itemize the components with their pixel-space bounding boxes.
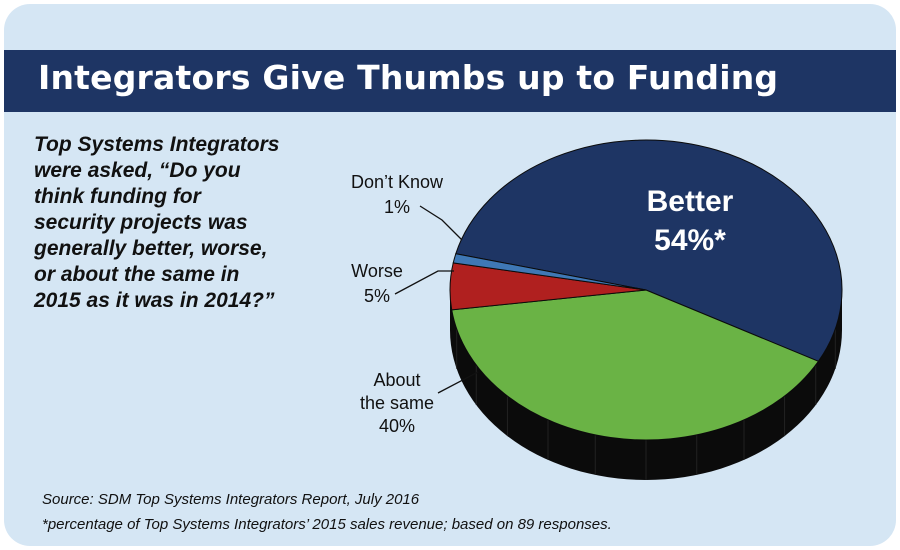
source-note: Source: SDM Top Systems Integrators Repo… [42,491,420,508]
about-same-value: 40% [379,416,415,436]
dont-know-value: 1% [384,197,410,217]
pie-depth [450,290,842,480]
pie-slice-about-same [451,289,820,441]
about-same-leader [437,371,479,394]
pie-slices [449,139,843,441]
better-label: Better [647,185,734,218]
chart-title: Integrators Give Thumbs up to Funding [38,58,779,97]
dont-know-leader [419,205,463,241]
about-same-label-line1: About [373,370,420,390]
dont-know-label: Don’t Know [351,172,444,192]
footnote: *percentage of Top Systems Integrators’ … [42,516,612,533]
survey-question: Top Systems Integrators were asked, “Do … [34,133,280,312]
worse-label: Worse [351,261,403,281]
pie-slice-dont-know [452,253,647,291]
title-banner: Integrators Give Thumbs up to Funding [4,50,896,112]
pie-slice-better [455,139,843,362]
better-value: 54%* [654,224,726,257]
worse-leader [394,270,454,295]
about-same-label-line2: the same [360,393,434,413]
worse-value: 5% [364,286,390,306]
